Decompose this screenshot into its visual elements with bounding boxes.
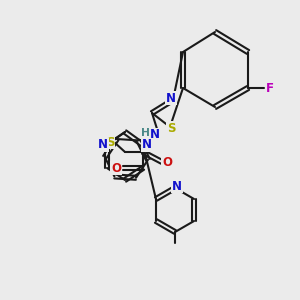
Text: N: N <box>142 139 152 152</box>
Text: N: N <box>172 179 182 193</box>
Text: N: N <box>166 92 176 104</box>
Text: H: H <box>141 128 149 138</box>
Text: F: F <box>266 82 274 94</box>
Text: S: S <box>106 136 114 148</box>
Text: N: N <box>150 128 160 142</box>
Text: O: O <box>111 161 121 175</box>
Text: N: N <box>98 139 108 152</box>
Text: S: S <box>167 122 175 134</box>
Text: O: O <box>162 157 172 169</box>
